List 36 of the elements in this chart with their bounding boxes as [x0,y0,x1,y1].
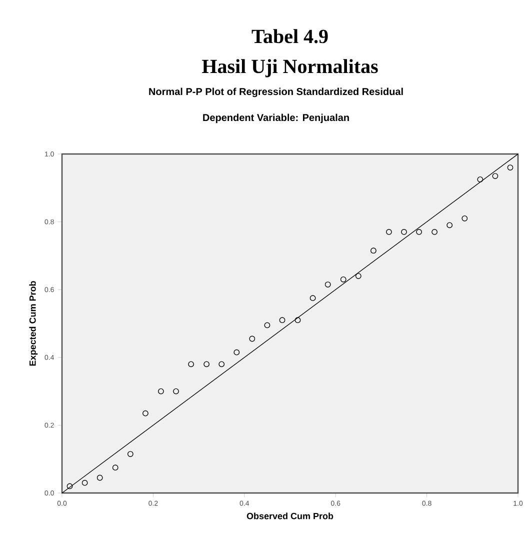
point [401,229,407,235]
point [370,248,376,254]
point [82,480,88,486]
point [127,451,134,457]
y-axis-title: Expected Cum Prob [29,281,38,366]
point [249,336,256,342]
point [279,317,286,324]
point [188,361,194,368]
point [173,388,179,394]
point [158,388,164,394]
point [264,322,270,328]
point [340,276,346,282]
point [96,474,103,481]
point [294,317,301,324]
point [112,464,118,471]
point [324,282,331,288]
x-axis-title: Observed Cum Prob [246,512,334,520]
point [432,229,438,235]
point [218,361,225,368]
point [386,229,392,235]
point [355,273,362,279]
text: Dependent Variable: Penjualan [203,114,349,124]
point [462,215,468,222]
text: Normal P-P Plot of Regression Standardized Residual [149,88,403,98]
point [477,176,484,182]
point [507,164,514,171]
point [492,173,498,179]
point [416,229,422,235]
point [310,295,316,302]
chart-title: Tabel 4.9 [252,29,328,44]
chart-subtitle: Hasil Uji Normalitas [202,59,378,78]
point [234,349,240,356]
point [204,361,210,368]
point [142,410,148,416]
point [66,483,73,490]
point [446,222,453,228]
